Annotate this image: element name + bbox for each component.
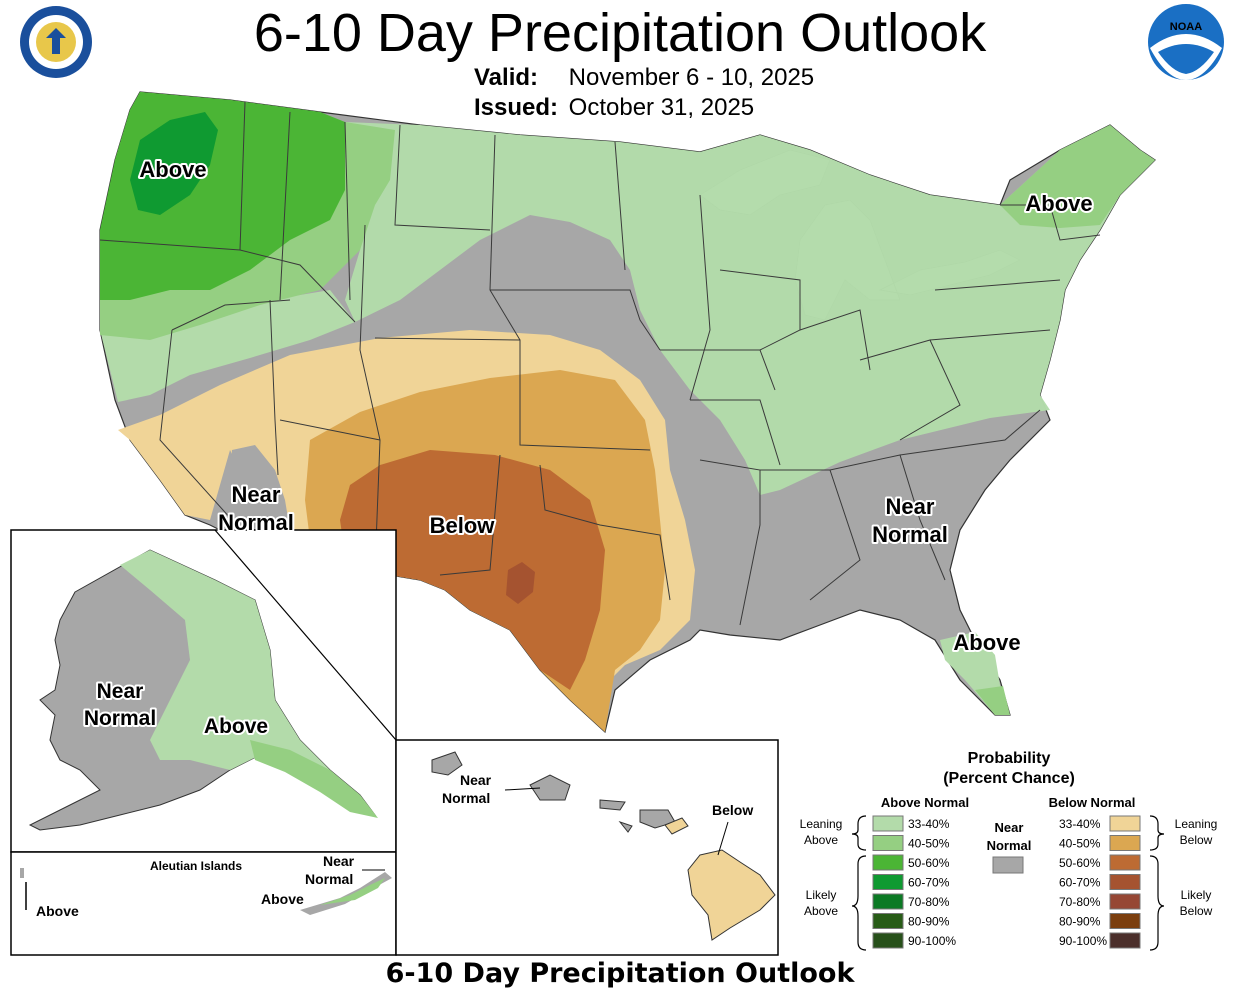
legend-below-swatch-6 — [1109, 932, 1141, 949]
legend-near-swatch — [992, 856, 1024, 874]
legend-below-swatch-5 — [1109, 913, 1141, 929]
legend-above-swatch-2 — [872, 854, 904, 871]
legend-below-label-2: 50-60% — [1059, 856, 1101, 870]
alaska-near-label-2: Normal — [84, 707, 156, 730]
aleutian-title: Aleutian Islands — [150, 859, 242, 873]
alaska-near-label-1: Near — [97, 680, 144, 703]
legend-below-swatch-3 — [1109, 874, 1141, 890]
legend-above-header: Above Normal — [881, 795, 969, 810]
legend: Probability (Percent Chance) Above Norma… — [800, 750, 1218, 951]
hawaii-near-islands — [431, 751, 676, 833]
aleutian-near-2: Normal — [305, 871, 353, 887]
commerce-seal-icon — [20, 6, 92, 78]
northwest-above-label: Above — [139, 157, 206, 182]
leaning-above-2: Above — [804, 833, 838, 847]
likely-above-1: Likely — [806, 888, 837, 902]
above-40-50-northeast — [1000, 125, 1155, 228]
valid-value: November 6 - 10, 2025 — [568, 64, 815, 91]
legend-above-rows: 33-40% 40-50% 50-60% 60-70% 70-80% 80-90% 90-1… — [872, 815, 956, 949]
state-boundaries — [99, 101, 1101, 626]
page-title: 6-10 Day Precipitation Outlook — [253, 3, 987, 63]
legend-below-swatch-4 — [1109, 893, 1141, 910]
legend-above-label-1: 40-50% — [908, 837, 950, 851]
leaning-above-1: Leaning — [800, 817, 843, 831]
legend-below-label-3: 60-70% — [1059, 876, 1101, 890]
legend-above-swatch-6 — [872, 932, 904, 949]
valid-line: Valid: November 6 - 10, 2025 — [474, 64, 814, 92]
noaa-logo-icon: NOAA — [1148, 4, 1224, 80]
leaning-below-2: Below — [1180, 833, 1213, 847]
legend-below-label-0: 33-40% — [1059, 817, 1101, 831]
southwest-near-label-2: Normal — [218, 510, 294, 535]
legend-below-rows: 33-40% 40-50% 50-60% 60-70% 70-80% 80-90% 90-1… — [1059, 815, 1141, 949]
south-central-below-label: Below — [430, 513, 496, 538]
legend-below-swatch-1 — [1109, 835, 1141, 851]
legend-above-label-3: 60-70% — [908, 876, 950, 890]
legend-title-1: Probability — [968, 750, 1051, 767]
legend-above-swatch-4 — [872, 893, 904, 910]
issued-label: Issued: — [474, 94, 559, 121]
leaning-below-1: Leaning — [1175, 817, 1218, 831]
florida-above-label: Above — [953, 630, 1020, 655]
below-50-60 — [340, 450, 605, 690]
above-60-70-northwest — [130, 112, 218, 215]
legend-below-label-5: 80-90% — [1059, 915, 1101, 929]
southwest-near-label-1: Near — [232, 482, 281, 507]
hawaii-near-1: Near — [460, 772, 492, 788]
likely-below-1: Likely — [1181, 888, 1212, 902]
legend-below-label-4: 70-80% — [1059, 895, 1101, 909]
legend-near-header-1: Near — [995, 820, 1024, 835]
legend-below-swatch-2 — [1109, 854, 1141, 871]
northeast-above-label: Above — [1025, 191, 1092, 216]
legend-above-label-5: 80-90% — [908, 915, 950, 929]
legend-above-label-0: 33-40% — [908, 817, 950, 831]
aleutian-above-left: Above — [36, 903, 79, 919]
issued-line: Issued: October 31, 2025 — [474, 94, 754, 122]
above-florida-40 — [975, 686, 1010, 715]
below-60-70 — [506, 562, 535, 604]
footer-title: 6-10 Day Precipitation Outlook — [385, 958, 855, 989]
legend-near-header-2: Normal — [987, 838, 1032, 853]
legend-below-header: Below Normal — [1049, 795, 1136, 810]
legend-above-swatch-0 — [872, 815, 904, 832]
aleutian-above — [320, 878, 385, 905]
legend-title-2: (Percent Chance) — [943, 770, 1075, 787]
legend-below-label-6: 90-100% — [1059, 934, 1107, 948]
legend-above-label-4: 70-80% — [908, 895, 950, 909]
legend-below-label-1: 40-50% — [1059, 837, 1101, 851]
alaska-inset: Near Normal Above Aleutian Islands Above… — [10, 529, 397, 956]
legend-above-swatch-3 — [872, 874, 904, 890]
aleutian-near-1: Near — [323, 853, 355, 869]
hawaii-near-2: Normal — [442, 790, 490, 806]
legend-above-label-2: 50-60% — [908, 856, 950, 870]
valid-label: Valid: — [474, 64, 539, 91]
legend-above-swatch-1 — [872, 835, 904, 851]
noaa-logo-text: NOAA — [1170, 21, 1202, 33]
alaska-above-40 — [250, 740, 378, 818]
legend-below-swatch-0 — [1109, 815, 1141, 832]
hawaii-below-label: Below — [712, 802, 753, 818]
southeast-near-label-2: Normal — [872, 522, 948, 547]
above-33-40-east — [345, 122, 1155, 495]
likely-below-2: Below — [1180, 904, 1213, 918]
likely-above-2: Above — [804, 904, 838, 918]
southeast-near-label-1: Near — [886, 494, 935, 519]
hawaii-below-islands — [664, 817, 776, 941]
alaska-above-label: Above — [204, 715, 268, 738]
issued-value: October 31, 2025 — [568, 94, 755, 121]
hawaii-inset: Near Normal Below — [395, 739, 779, 956]
aleutian-above-right: Above — [261, 891, 304, 907]
above-33-40-west — [100, 290, 355, 402]
legend-above-swatch-5 — [872, 913, 904, 929]
legend-above-label-6: 90-100% — [908, 934, 956, 948]
alaska-above — [120, 550, 375, 815]
